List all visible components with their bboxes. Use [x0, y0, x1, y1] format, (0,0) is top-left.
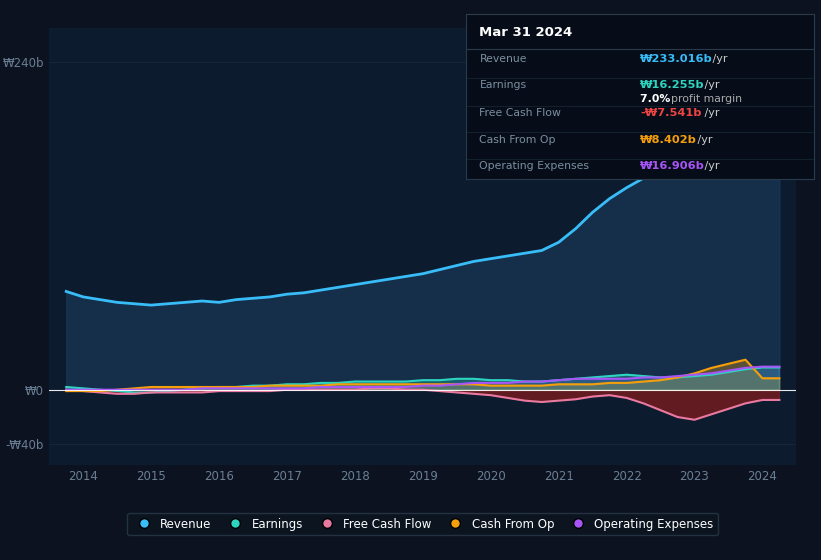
Text: /yr: /yr: [709, 54, 727, 64]
Text: ₩16.255b: ₩16.255b: [640, 80, 704, 90]
Text: ₩16.906b: ₩16.906b: [640, 161, 705, 171]
Text: ₩233.016b: ₩233.016b: [640, 54, 713, 64]
Text: Free Cash Flow: Free Cash Flow: [479, 108, 562, 118]
Text: /yr: /yr: [701, 80, 720, 90]
Text: /yr: /yr: [701, 161, 720, 171]
Text: Cash From Op: Cash From Op: [479, 134, 556, 144]
Legend: Revenue, Earnings, Free Cash Flow, Cash From Op, Operating Expenses: Revenue, Earnings, Free Cash Flow, Cash …: [127, 513, 718, 535]
Text: Operating Expenses: Operating Expenses: [479, 161, 589, 171]
Text: Mar 31 2024: Mar 31 2024: [479, 26, 573, 39]
Text: Earnings: Earnings: [479, 80, 526, 90]
Text: ₩8.402b: ₩8.402b: [640, 134, 697, 144]
Text: /yr: /yr: [694, 134, 712, 144]
Text: -₩7.541b: -₩7.541b: [640, 108, 701, 118]
Text: profit margin: profit margin: [672, 94, 742, 104]
Text: 7.0%: 7.0%: [640, 94, 674, 104]
Text: Revenue: Revenue: [479, 54, 527, 64]
Text: /yr: /yr: [701, 108, 720, 118]
